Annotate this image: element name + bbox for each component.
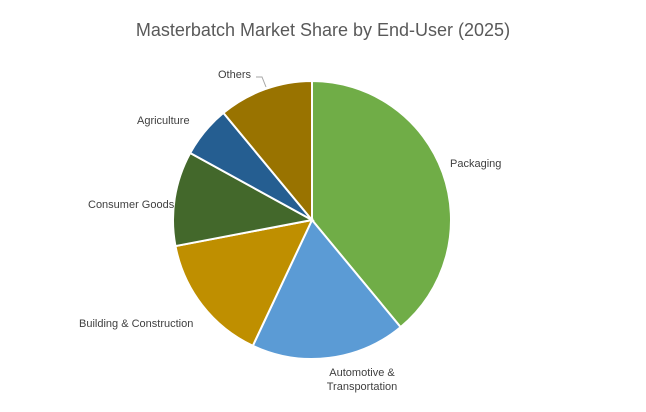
slice-label-automotive-transportation: Automotive & Transportation — [327, 367, 398, 393]
slice-label-consumer-goods: Consumer Goods — [88, 199, 175, 211]
pie-slice-consumer-goods — [172, 151, 315, 248]
pie-slice-building-construction — [174, 218, 314, 348]
slice-label-packaging: Packaging — [450, 158, 501, 170]
leader-line-others — [256, 76, 267, 88]
pie-slice-automotive-transportation — [251, 218, 403, 360]
slice-label-agriculture: Agriculture — [137, 115, 190, 127]
pie-slice-others — [221, 79, 313, 223]
slice-label-building-construction: Building & Construction — [79, 318, 193, 330]
slice-label-others: Others — [218, 69, 252, 81]
pie-slice-packaging — [311, 79, 452, 329]
chart-title: Masterbatch Market Share by End-User (20… — [135, 20, 511, 40]
